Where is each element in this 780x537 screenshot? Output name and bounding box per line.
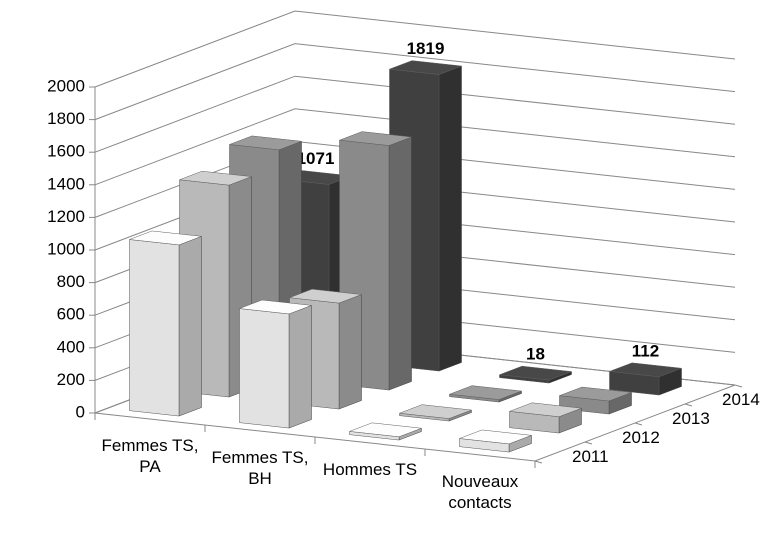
bar-side [288,305,312,429]
x-tick-label: Hommes TS [322,460,418,479]
y-tick-label: 0 [76,402,85,421]
tick-mark [584,441,593,445]
bar-front [239,308,290,429]
legend-label: 2014 [722,390,760,409]
tick-mark [734,384,743,388]
data-label: 1819 [407,39,445,58]
y-tick-label: 200 [57,370,85,389]
y-tick-label: 1200 [47,207,85,226]
x-tick-label: Femmes TS, BH [211,448,309,488]
bar-top [509,402,582,418]
bar-top [179,170,252,186]
data-label: 18 [526,345,545,364]
y-tick-label: 800 [57,272,85,291]
y-tick-label: 2000 [47,76,85,95]
y-tick-label: 400 [57,337,85,356]
bar [129,230,202,417]
grid-line [94,108,736,186]
y-tick-label: 1600 [47,142,85,161]
bar [509,402,582,434]
data-label: 112 [632,341,659,360]
bar-side [178,235,202,417]
x-tick-label: Femmes TS, PA [101,436,199,476]
y-tick-label: 1000 [47,239,85,258]
bar-side [338,294,362,410]
bar-top [399,404,472,419]
tick-mark [534,460,543,464]
bar-top [239,299,312,315]
bar [239,299,312,429]
bar [609,362,682,396]
grid-line [94,10,736,88]
bar-top [609,362,682,378]
bar-top [339,131,412,146]
x-tick-label: Nouveaux contacts [441,472,519,512]
bar-top [559,386,632,402]
y-tick-label: 1800 [47,109,85,128]
data-label: 1071 [297,149,335,168]
bar-front [129,239,180,417]
bar-side [388,136,412,391]
legend-label: 2012 [622,428,660,447]
bar [339,131,412,391]
tick-mark [684,403,693,407]
bar-side [438,65,462,372]
bar-top [499,365,572,381]
y-tick-label: 600 [57,305,85,324]
bar-top [349,422,422,438]
bar [559,386,632,415]
bar [499,365,572,384]
bar-top [389,60,462,75]
grid-line [94,43,736,121]
bar-top [129,230,202,246]
y-tick-label: 1400 [47,174,85,193]
legend-label: 2011 [572,447,609,466]
legend-label: 2013 [672,409,710,428]
bar [349,422,422,441]
bar [399,404,472,422]
bar-top [289,288,362,304]
tick-mark [634,422,643,426]
bar-top [449,385,522,400]
bar-top [229,135,302,151]
grid-line [94,75,736,153]
bar-top [459,429,532,445]
bar [459,429,532,453]
bar [449,385,522,403]
